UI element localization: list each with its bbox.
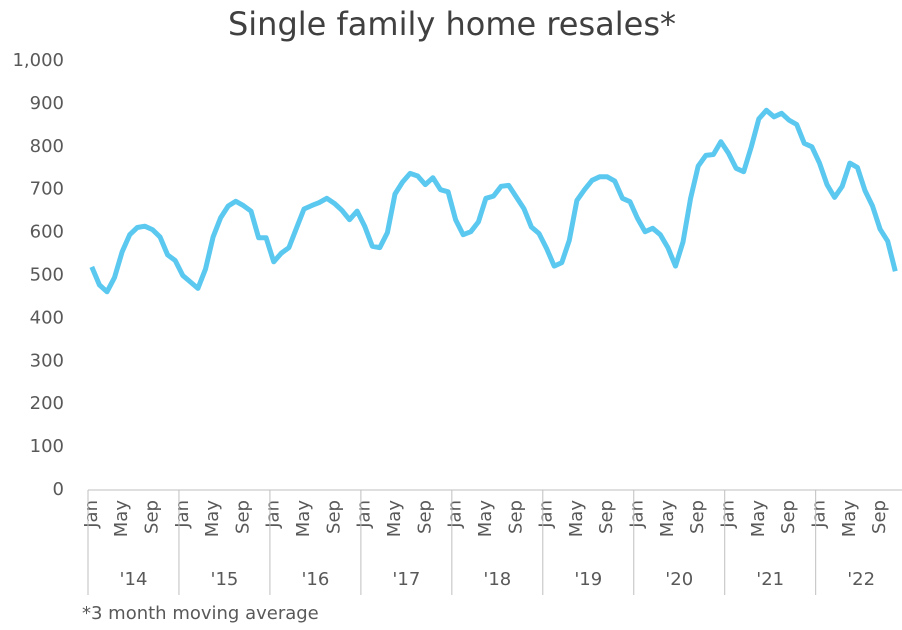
x-tick-label: Jan — [808, 500, 829, 529]
year-label: '15 — [211, 569, 239, 590]
x-tick-label: May — [384, 500, 405, 538]
y-tick-label: 700 — [30, 179, 64, 200]
year-label: '19 — [574, 569, 602, 590]
y-tick-label: 200 — [30, 393, 64, 414]
x-tick-label: Sep — [232, 500, 253, 534]
year-label: '16 — [301, 569, 329, 590]
year-label: '17 — [392, 569, 420, 590]
x-tick-label: Jan — [81, 500, 102, 529]
y-tick-label: 100 — [30, 436, 64, 457]
x-tick-label: May — [293, 500, 314, 538]
x-tick-label: May — [566, 500, 587, 538]
y-tick-label: 800 — [30, 136, 64, 157]
x-tick-label: Sep — [505, 500, 526, 534]
line-series — [89, 107, 898, 295]
x-tick-label: Sep — [778, 500, 799, 534]
y-tick-label: 900 — [30, 93, 64, 114]
y-tick-label: 0 — [53, 479, 64, 500]
x-tick-label: Jan — [354, 500, 375, 529]
year-label: '14 — [120, 569, 148, 590]
x-tick-label: Jan — [718, 500, 739, 529]
year-label: '20 — [665, 569, 693, 590]
year-label: '21 — [756, 569, 784, 590]
y-tick-label: 400 — [30, 307, 64, 328]
x-tick-label: Jan — [445, 500, 466, 529]
x-tick-label: Sep — [596, 500, 617, 534]
x-tick-label: Sep — [414, 500, 435, 534]
x-tick-label: Sep — [687, 500, 708, 534]
x-tick-label: Sep — [869, 500, 890, 534]
x-tick-label: Jan — [263, 500, 284, 529]
x-tick-label: May — [475, 500, 496, 538]
y-tick-label: 600 — [30, 222, 64, 243]
x-tick-label: May — [748, 500, 769, 538]
x-tick-label: May — [657, 500, 678, 538]
y-tick-label: 1,000 — [12, 50, 64, 71]
footnote: *3 month moving average — [82, 603, 319, 624]
x-tick-label: Sep — [323, 500, 344, 534]
x-tick-label: May — [839, 500, 860, 538]
y-tick-label: 300 — [30, 350, 64, 371]
x-tick-label: May — [111, 500, 132, 538]
chart-title: Single family home resales* — [228, 5, 676, 43]
x-tick-label: May — [202, 500, 223, 538]
y-tick-label: 500 — [30, 265, 64, 286]
year-label: '18 — [483, 569, 511, 590]
x-tick-label: Jan — [536, 500, 557, 529]
x-tick-label: Sep — [141, 500, 162, 534]
year-label: '22 — [847, 569, 875, 590]
x-tick-label: Jan — [172, 500, 193, 529]
x-tick-label: Jan — [627, 500, 648, 529]
